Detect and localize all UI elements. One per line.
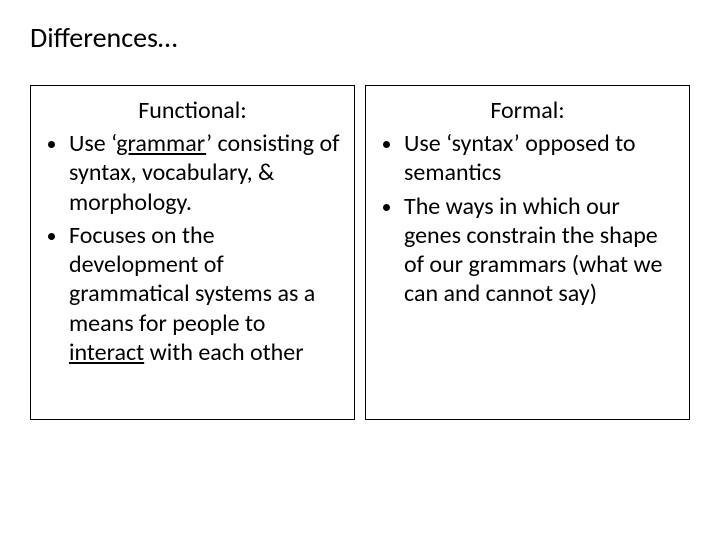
list-item: The ways in which our genes constrain th… — [404, 192, 675, 309]
left-column: Functional: Use ‘grammar’ consisting of … — [30, 85, 355, 420]
right-column-heading: Formal: — [380, 96, 675, 125]
right-bullet-list: Use ‘syntax’ opposed to semantics The wa… — [380, 129, 675, 309]
list-item: Use ‘syntax’ opposed to semantics — [404, 129, 675, 188]
slide: Differences… Functional: Use ‘grammar’ c… — [0, 0, 720, 540]
list-item: Focuses on the development of grammatica… — [69, 221, 340, 367]
text-fragment: with each other — [144, 338, 303, 367]
underlined-text: grammar — [116, 129, 206, 158]
text-fragment: Use ‘ — [69, 129, 116, 158]
slide-title: Differences… — [30, 20, 177, 55]
left-column-heading: Functional: — [45, 96, 340, 125]
underlined-text: interact — [69, 338, 144, 367]
right-column: Formal: Use ‘syntax’ opposed to semantic… — [365, 85, 690, 420]
text-fragment: Focuses on the development of grammatica… — [69, 221, 315, 338]
list-item: Use ‘grammar’ consisting of syntax, voca… — [69, 129, 340, 217]
columns-container: Functional: Use ‘grammar’ consisting of … — [30, 85, 690, 420]
left-bullet-list: Use ‘grammar’ consisting of syntax, voca… — [45, 129, 340, 367]
